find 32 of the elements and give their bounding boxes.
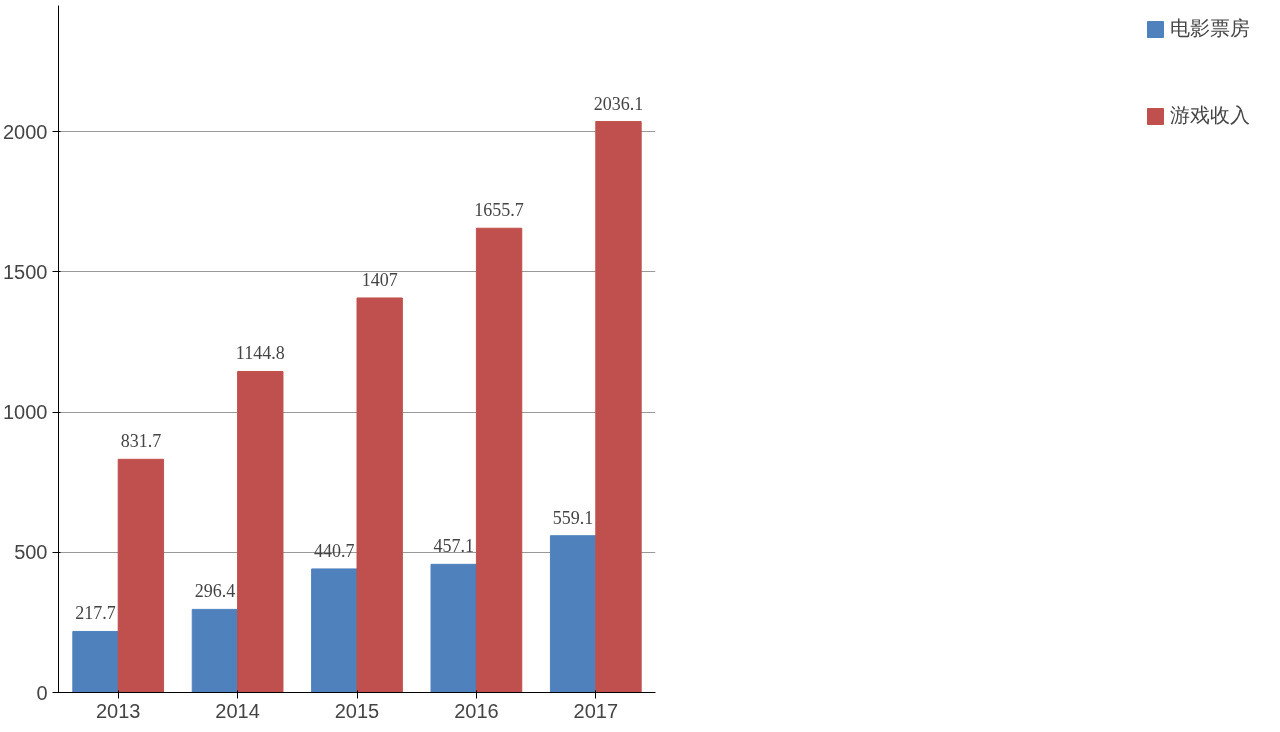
y-tick-label: 1500 (3, 260, 48, 283)
legend-label: 游戏收入 (1170, 102, 1250, 129)
x-tick-label: 2013 (95, 699, 141, 722)
bar (72, 630, 119, 693)
legend-label: 电影票房 (1170, 15, 1250, 42)
y-tick-label: 500 (14, 541, 48, 564)
x-tick-label: 2015 (334, 699, 380, 722)
bar (191, 608, 239, 693)
x-tick-label: 2014 (215, 699, 260, 722)
data-label: 1655.7 (474, 200, 524, 221)
bar (356, 297, 403, 693)
bar (475, 227, 523, 693)
data-label: 831.7 (120, 431, 162, 452)
y-tick-label: 2000 (3, 120, 48, 143)
bar (430, 563, 477, 693)
data-label: 559.1 (552, 507, 594, 528)
data-label: 1144.8 (235, 343, 285, 364)
bar (237, 370, 284, 693)
x-tick-label: 2016 (454, 699, 499, 722)
data-label: 1407 (361, 269, 398, 290)
y-tick-label: 1000 (3, 401, 48, 424)
data-label: 457.1 (433, 536, 474, 557)
bar (549, 535, 597, 693)
data-label: 440.7 (314, 540, 355, 561)
data-label: 2036.1 (593, 93, 644, 114)
data-label: 217.7 (75, 603, 116, 624)
data-label: 296.4 (194, 581, 236, 602)
bar (595, 121, 642, 693)
bar (311, 568, 358, 693)
x-tick-label: 2017 (573, 699, 619, 722)
bar (117, 458, 165, 693)
y-tick-label: 0 (36, 681, 48, 704)
